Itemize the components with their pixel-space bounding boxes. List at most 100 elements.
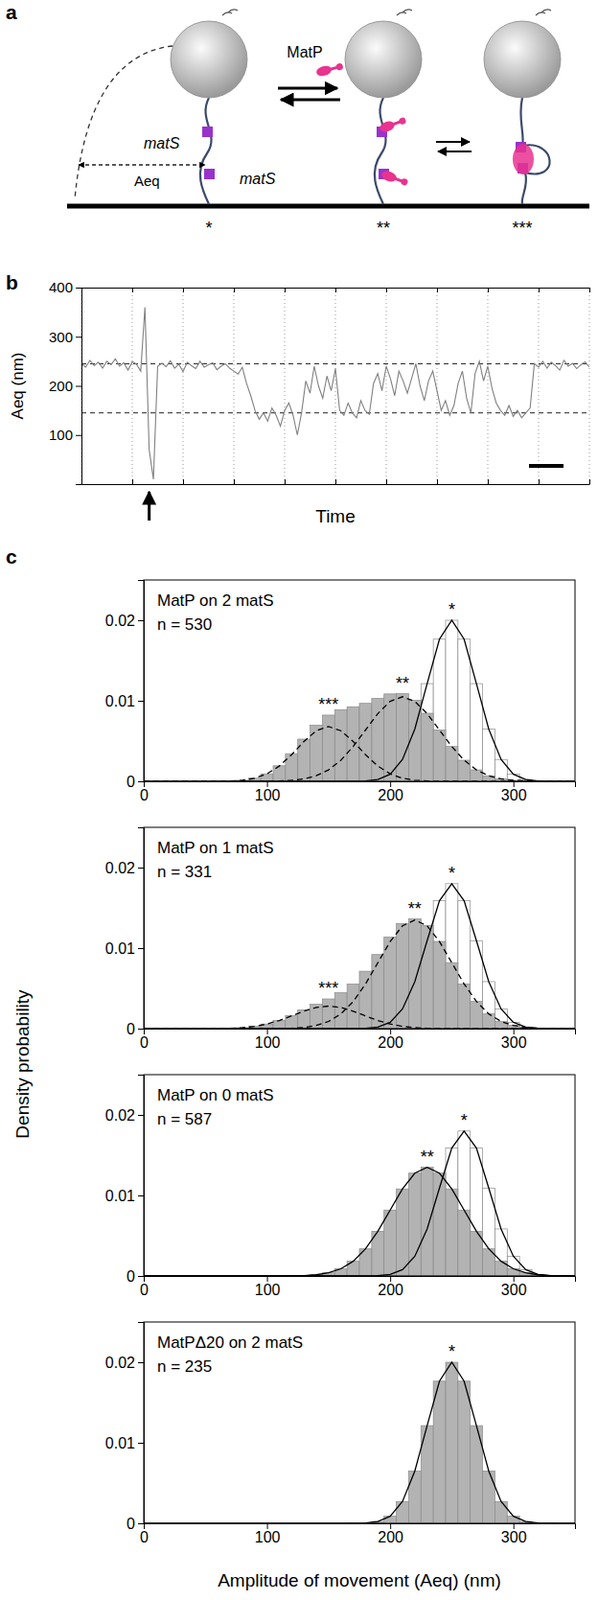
bar	[334, 709, 347, 782]
state-label: *	[448, 599, 456, 620]
tick-label: 0	[139, 1281, 149, 1298]
tick-mark	[267, 1522, 269, 1529]
chart-title: MatP on 2 matS	[157, 591, 275, 610]
tick-mark	[538, 479, 540, 484]
histogram-chart: 00.010.020100200300******MatP on 1 matSn…	[105, 827, 576, 1051]
motion-mark	[535, 12, 546, 16]
tick	[233, 287, 235, 293]
axis-line	[138, 1322, 145, 1524]
axis: 0100200300	[139, 1028, 575, 1051]
tick-mark	[138, 1522, 144, 1524]
bar	[494, 759, 507, 782]
matp-head	[397, 116, 407, 126]
histogram-chart: 00.010.020100200300******MatP on 2 matSn…	[105, 579, 576, 804]
axis: 00.010.02	[105, 1075, 145, 1285]
diagram: MatPmatSAeqmatS******	[67, 9, 590, 238]
tick-label: 200	[48, 377, 73, 394]
bar	[310, 724, 323, 782]
tick-label: 100	[254, 1034, 281, 1051]
state-label: **	[376, 218, 391, 238]
tick	[335, 287, 337, 293]
histogram-chart: 00.010.020100200300***MatP on 0 matSn = …	[105, 1074, 576, 1298]
bar	[445, 1361, 459, 1523]
tick	[335, 479, 337, 484]
tick-mark	[284, 479, 286, 484]
tick: 0.02	[105, 859, 144, 876]
tick: 200	[377, 1028, 404, 1051]
tick	[284, 287, 286, 293]
axis-title: Amplitude of movement (Aeq) (nm)	[217, 1569, 502, 1590]
grid-line	[437, 287, 438, 484]
tick-mark	[386, 287, 388, 293]
bar	[273, 765, 286, 782]
tick: 300	[501, 781, 528, 804]
axis: 0100200300	[139, 1275, 575, 1298]
tick-label: 300	[501, 786, 528, 804]
bar	[445, 746, 459, 782]
bar	[445, 962, 459, 1029]
tick-mark	[183, 287, 184, 293]
tick: 300	[48, 328, 82, 345]
bar	[408, 1470, 421, 1523]
tick-mark	[138, 1442, 144, 1444]
bar	[483, 1470, 496, 1523]
state-label: *	[448, 1341, 456, 1361]
tick-label: 200	[377, 1281, 404, 1298]
reference-line	[81, 412, 590, 414]
tick-mark	[75, 287, 82, 289]
tick: 0	[139, 781, 149, 804]
tick-mark	[513, 1522, 515, 1529]
bar	[359, 970, 372, 1029]
grid-line	[132, 287, 134, 484]
axis-line	[144, 1276, 576, 1283]
tick-mark	[267, 781, 269, 787]
grid-line	[538, 287, 540, 484]
tick-mark	[183, 479, 184, 484]
axis	[82, 287, 591, 293]
bar	[458, 900, 471, 1029]
bar	[458, 1380, 471, 1523]
bar	[285, 753, 299, 782]
tick-label: 0.02	[105, 859, 136, 876]
tick: 100	[254, 1522, 281, 1545]
tick	[487, 479, 489, 484]
figure: abcMatPmatSAeqmatS******100200300400Aeq …	[0, 0, 598, 1600]
tick-mark	[143, 1028, 145, 1035]
state-label: **	[420, 1147, 435, 1167]
tick-label: 0.01	[105, 1187, 136, 1204]
tether	[374, 97, 387, 205]
tick-mark	[143, 1522, 145, 1529]
grid-line	[386, 287, 388, 484]
motion-mark	[228, 9, 238, 13]
equilibrium-arrow	[437, 150, 472, 153]
tick	[183, 479, 184, 484]
tick-mark	[138, 620, 144, 621]
tick: 0.01	[105, 1187, 144, 1204]
tick-mark	[81, 287, 83, 293]
tick: 0.01	[105, 692, 144, 710]
matp-head	[335, 62, 345, 71]
tick	[538, 479, 540, 484]
bar	[359, 703, 372, 782]
bar	[458, 639, 471, 782]
tick-mark	[138, 947, 144, 949]
tick-label: 0.01	[105, 940, 136, 957]
bar	[433, 639, 446, 782]
fit-curve	[143, 620, 575, 782]
plot-area	[81, 307, 590, 480]
bar	[273, 1019, 286, 1029]
reference-line	[81, 363, 590, 365]
grid-line	[487, 287, 489, 484]
axis: 100200300400	[48, 278, 83, 484]
chart-title: MatP on 1 matS	[157, 838, 275, 857]
tick-mark	[233, 287, 235, 293]
bar	[384, 1516, 397, 1523]
tick-mark	[75, 386, 82, 388]
tick-mark	[138, 1361, 144, 1363]
axis: 00.010.02	[105, 1322, 145, 1532]
tick-label: 300	[501, 1281, 528, 1298]
tick-label: 400	[48, 278, 73, 296]
tick: 0.01	[105, 940, 144, 957]
bar	[433, 729, 446, 782]
axis-line	[144, 782, 576, 788]
